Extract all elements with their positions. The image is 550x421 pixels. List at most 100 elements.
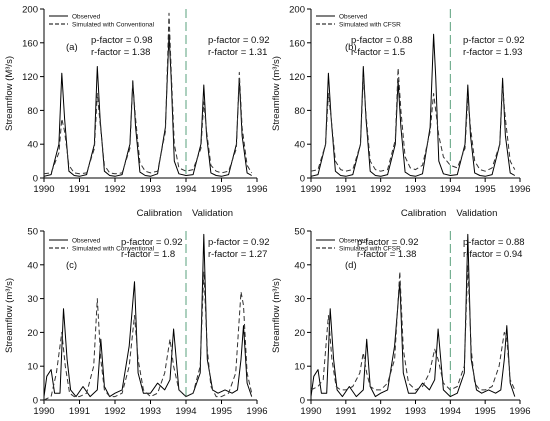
- x-tick-label: 1993: [405, 184, 426, 195]
- x-tick-label: 1996: [509, 184, 530, 195]
- y-tick-label: 20: [27, 328, 38, 339]
- legend-label: Simulated with Conventional: [72, 22, 155, 29]
- y-axis-title: Streamflow (m³/s): [271, 56, 282, 131]
- p-factor-label: p-factor = 0.88: [351, 35, 413, 46]
- simulated-series-line: [43, 12, 253, 175]
- y-tick-label: 0: [33, 174, 38, 185]
- p-factor-label: p-factor = 0.92: [208, 35, 270, 46]
- x-tick-label: 1995: [211, 406, 232, 417]
- r-factor-label: r-factor = 1.93: [463, 47, 522, 58]
- x-tick-label: 1990: [33, 406, 54, 417]
- r-factor-label: r-factor = 1.5: [351, 47, 405, 58]
- y-tick-label: 20: [294, 328, 305, 339]
- y-tick-label: 200: [22, 5, 38, 16]
- x-tick-label: 1991: [69, 184, 90, 195]
- r-factor-label: r-factor = 1.38: [357, 249, 416, 260]
- y-tick-label: 30: [27, 294, 38, 305]
- y-tick-label: 40: [27, 140, 38, 151]
- y-tick-label: 40: [294, 140, 305, 151]
- y-tick-label: 10: [27, 362, 38, 373]
- simulated-series-line: [43, 271, 253, 401]
- x-tick-label: 1994: [175, 406, 196, 417]
- observed-series-line: [310, 33, 516, 177]
- chart-panel: 0 10 20 30 40 50 1990 1991 1992 1993 1994 1995 1996 S…: [271, 208, 531, 417]
- x-tick-label: 1996: [246, 406, 267, 417]
- p-factor-label: p-factor = 0.88: [463, 237, 525, 248]
- legend-label: Observed: [339, 238, 368, 245]
- validation-label: Validation: [192, 208, 233, 219]
- observed-series-line: [43, 33, 252, 177]
- p-factor-label: p-factor = 0.92: [208, 237, 270, 248]
- p-factor-label: p-factor = 0.98: [91, 35, 153, 46]
- p-factor-label: p-factor = 0.92: [357, 237, 419, 248]
- y-axis-title: Streamflow (m³/s): [271, 278, 282, 353]
- y-tick-label: 200: [289, 5, 305, 16]
- y-tick-label: 0: [33, 396, 38, 407]
- legend-label: Observed: [72, 238, 101, 245]
- legend-label: Observed: [72, 14, 101, 21]
- observed-series-line: [43, 233, 253, 398]
- y-tick-label: 0: [300, 174, 305, 185]
- calibration-label: Calibration: [137, 208, 182, 219]
- p-factor-label: p-factor = 0.92: [463, 35, 525, 46]
- x-tick-label: 1995: [475, 184, 496, 195]
- x-tick-label: 1996: [509, 406, 530, 417]
- legend-label: Simulated with CFSR: [339, 246, 401, 253]
- y-tick-label: 80: [294, 106, 305, 117]
- x-tick-label: 1992: [104, 184, 125, 195]
- panel-label: (d): [345, 260, 357, 271]
- simulated-series-line: [310, 264, 516, 391]
- y-tick-label: 120: [22, 72, 38, 83]
- y-tick-label: 120: [289, 72, 305, 83]
- y-tick-label: 160: [289, 38, 305, 49]
- observed-series-line: [310, 233, 516, 398]
- panel-label: (a): [66, 42, 78, 53]
- r-factor-label: r-factor = 1.27: [208, 249, 267, 260]
- x-tick-label: 1990: [300, 184, 321, 195]
- y-axis-title: Streamflow (m³/s): [4, 278, 15, 353]
- x-tick-label: 1990: [33, 184, 54, 195]
- x-tick-label: 1992: [370, 184, 391, 195]
- y-tick-label: 0: [300, 396, 305, 407]
- legend-label: Simulated with Conventional: [72, 246, 155, 253]
- panel-label: (b): [345, 42, 357, 53]
- panel-label: (c): [66, 260, 77, 271]
- simulated-series-line: [310, 67, 516, 172]
- validation-label: Validation: [456, 208, 497, 219]
- x-tick-label: 1991: [335, 184, 356, 195]
- r-factor-label: r-factor = 1.31: [208, 47, 267, 58]
- y-tick-label: 40: [27, 260, 38, 271]
- x-tick-label: 1990: [300, 406, 321, 417]
- x-tick-label: 1996: [246, 184, 267, 195]
- y-tick-label: 10: [294, 362, 305, 373]
- legend-label: Observed: [339, 14, 368, 21]
- y-tick-label: 160: [22, 38, 38, 49]
- y-tick-label: 50: [27, 227, 38, 238]
- x-tick-label: 1995: [211, 184, 232, 195]
- r-factor-label: r-factor = 1.8: [121, 249, 175, 260]
- x-tick-label: 1993: [140, 406, 161, 417]
- y-tick-label: 50: [294, 227, 305, 238]
- x-tick-label: 1993: [405, 406, 426, 417]
- x-tick-label: 1995: [475, 406, 496, 417]
- x-tick-label: 1994: [175, 184, 196, 195]
- chart-panel: 0 40 80 120 160 200 1990 1991 1992 1993 1994 1995 19…: [271, 5, 531, 196]
- x-tick-label: 1991: [335, 406, 356, 417]
- x-tick-label: 1991: [69, 406, 90, 417]
- r-factor-label: r-factor = 1.38: [91, 47, 150, 58]
- chart-panel: 0 10 20 30 40 50 1990 1991 1992 1993 1994 1995 1996 S…: [4, 208, 270, 417]
- x-tick-label: 1993: [140, 184, 161, 195]
- x-tick-label: 1992: [370, 406, 391, 417]
- calibration-label: Calibration: [401, 208, 446, 219]
- x-tick-label: 1994: [440, 406, 461, 417]
- y-tick-label: 80: [27, 106, 38, 117]
- chart-panel: 0 40 80 120 160 200 1990 1991 1992 1993 1994 1995 19…: [4, 5, 270, 196]
- y-axis-title: Streamflow (M³/s): [4, 56, 15, 131]
- y-tick-label: 30: [294, 294, 305, 305]
- x-tick-label: 1992: [104, 406, 125, 417]
